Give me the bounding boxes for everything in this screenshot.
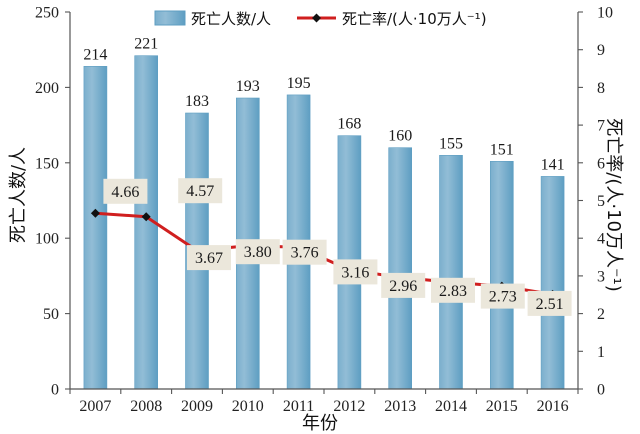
y-tick-label-right: 5 [597,193,605,210]
rate-label: 2.83 [431,277,475,303]
rate-label: 3.80 [235,239,280,265]
rate-value-label: 4.57 [186,183,214,200]
x-tick-label: 2014 [435,398,467,415]
axes-group: 0 50 100 150 200 250 0 1 2 3 4 5 6 7 8 9 10 2007 2008 2009 2… [35,5,613,416]
bar-value-label: 160 [388,128,412,145]
y-axis-title-left: 死亡人数/人 [8,147,29,243]
y-tick-label-left: 250 [35,5,59,22]
y-tick-label-right: 6 [597,155,605,172]
rate-label: 4.66 [103,178,148,204]
x-tick-label: 2009 [181,398,213,415]
bar-value-label: 151 [490,141,514,158]
x-tick-label: 2010 [232,398,264,415]
y-axis-title-right: 死亡率/(人·10万人⁻¹) [603,118,624,291]
bar-value-label: 155 [439,135,463,152]
y-tick-label-right: 3 [597,268,605,285]
rate-label: 4.57 [178,178,223,204]
legend: 死亡人数/人 死亡率/(人·10万人⁻¹) [154,10,487,28]
rate-value-label: 3.76 [291,245,319,262]
x-tick-label: 2015 [486,398,518,415]
y-tick-label-right: 10 [597,5,613,22]
y-tick-label-left: 100 [35,231,59,248]
rate-point-2008 [141,212,151,222]
bar-value-label: 183 [185,93,209,110]
rate-label: 2.96 [381,272,426,298]
rate-label-box [235,239,280,265]
legend-swatch-bar [154,10,186,26]
rate-label-box [282,239,327,265]
y-tick-label-right: 9 [597,42,605,59]
bar-2014 [439,155,463,390]
y-tick-label-left: 0 [51,382,59,399]
rate-label-box [333,259,378,285]
y-tick-label-left: 50 [43,306,59,323]
rate-value-label: 2.83 [439,283,467,300]
bars-group [83,55,565,390]
bar-value-label: 193 [236,78,260,95]
legend-label-line: 死亡率/(人·10万人⁻¹) [342,10,487,28]
x-tick-label: 2013 [384,398,416,415]
x-tick-label: 2011 [283,398,314,415]
bar-2007 [83,66,108,390]
y-tick-label-right: 8 [597,80,605,97]
y-tick-label-right: 7 [597,118,605,135]
bar-2016 [540,176,565,390]
rate-label-box [103,178,148,204]
rate-value-label: 2.73 [489,289,517,306]
x-tick-label: 2016 [537,398,569,415]
bar-value-label: 168 [337,116,361,133]
y-tick-label-left: 200 [35,80,59,97]
y-tick-label-left: 150 [35,155,59,172]
rate-label: 2.51 [527,290,572,316]
x-tick-label: 2007 [79,398,111,415]
legend-marker-diamond-icon [312,13,321,23]
rate-value-label: 3.16 [341,264,369,281]
rate-value-label: 4.66 [111,184,139,201]
rate-label: 3.16 [333,259,378,285]
rate-label-box [178,178,223,204]
legend-label-bar: 死亡人数/人 [191,10,271,28]
rate-label: 2.73 [480,283,525,309]
rate-label: 3.76 [282,239,327,265]
x-tick-label: 2012 [333,398,365,415]
bar-value-label: 195 [287,75,311,92]
bar-value-label: 214 [83,46,107,63]
rate-value-label: 3.80 [244,244,272,261]
rate-label-box [480,283,525,309]
rate-label: 3.67 [187,245,231,271]
rate-value-label: 2.51 [536,296,564,313]
rate-label-box [527,290,572,316]
rate-value-labels-group: 4.66 4.57 3.67 3.80 3.76 3.16 2.96 2.83 2.73 2.51 [103,178,572,316]
rate-label-box [187,245,231,271]
rate-value-label: 3.67 [195,250,223,267]
bar-value-label: 221 [134,36,158,53]
x-axis-title: 年份 [302,413,338,434]
bar-2013 [388,147,413,390]
x-tick-label: 2008 [130,398,162,415]
bar-value-labels-group: 214 221 183 193 195 168 160 155 151 141 [83,36,564,174]
bar-value-label: 141 [541,156,565,173]
rate-point-2007 [90,208,100,218]
bar-2015 [489,161,514,390]
rate-value-label: 2.96 [389,278,417,295]
rate-label-box [381,272,426,298]
rate-label-box [431,277,475,303]
y-tick-label-right: 2 [597,306,605,323]
y-tick-label-right: 1 [597,344,605,361]
y-tick-label-right: 0 [597,382,605,399]
y-tick-label-right: 4 [597,231,605,248]
